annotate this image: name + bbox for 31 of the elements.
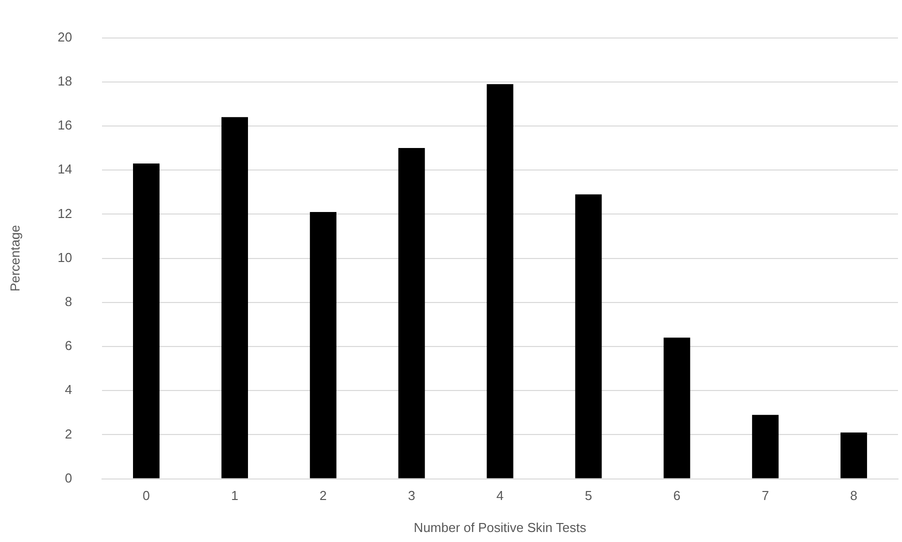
y-tick-label: 6 — [64, 338, 72, 354]
y-tick-label: 14 — [58, 162, 72, 177]
bar — [752, 414, 779, 478]
x-tick-label: 2 — [320, 488, 327, 504]
bar — [575, 194, 602, 478]
bar — [398, 148, 425, 478]
y-axis-title: Percentage — [7, 225, 22, 292]
y-tick-label: 10 — [58, 250, 72, 265]
x-tick-label: 7 — [762, 488, 769, 504]
x-tick-label: 0 — [142, 488, 150, 504]
y-tick-label: 20 — [58, 29, 72, 44]
x-tick-label: 5 — [584, 488, 592, 504]
x-tick-label: 8 — [850, 488, 858, 504]
y-tick-label: 18 — [58, 73, 72, 88]
y-tick-label: 0 — [64, 470, 72, 486]
x-axis-title: Number of Positive Skin Tests — [414, 520, 587, 535]
bar — [664, 338, 690, 478]
x-tick-label: 4 — [496, 488, 504, 504]
y-tick-label: 2 — [64, 426, 72, 442]
y-tick-label: 4 — [64, 382, 72, 398]
bar — [840, 432, 868, 478]
y-tick-label: 12 — [58, 206, 72, 221]
bar — [133, 163, 160, 478]
y-tick-label: 16 — [58, 118, 72, 133]
bar — [221, 117, 248, 478]
bar — [486, 84, 514, 478]
y-tick-label: 8 — [64, 294, 72, 309]
x-tick-label: 1 — [231, 488, 238, 504]
bar — [310, 212, 336, 478]
x-tick-label: 3 — [408, 488, 416, 504]
x-tick-label: 6 — [673, 488, 681, 504]
